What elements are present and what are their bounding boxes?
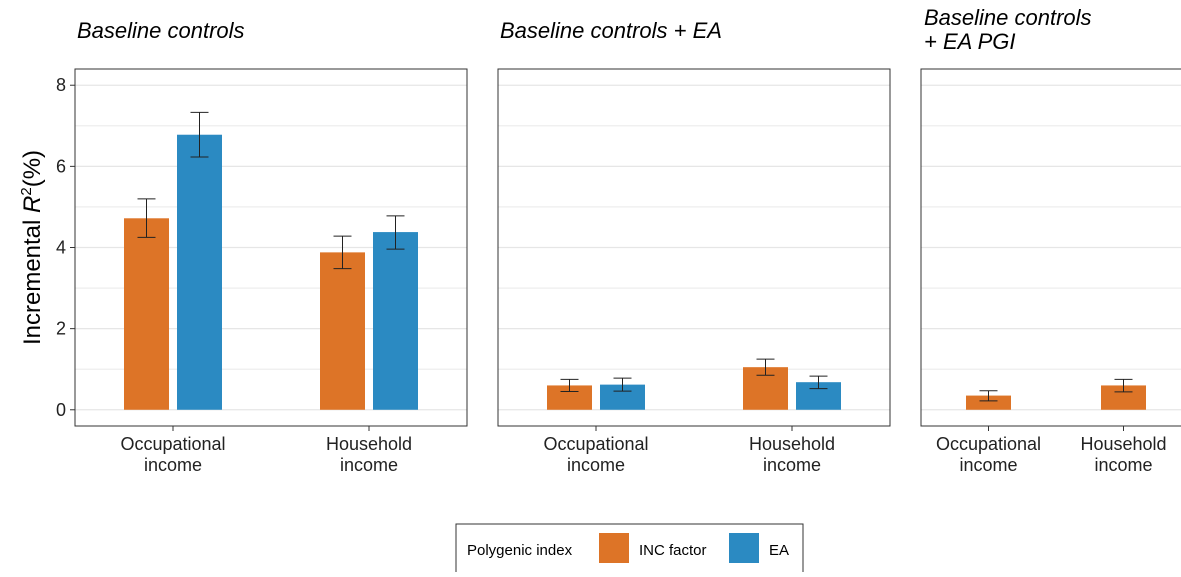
x-tick-label: income bbox=[340, 455, 398, 475]
panel-border bbox=[920, 68, 1181, 427]
error-bar bbox=[137, 198, 156, 238]
bar-inc-factor bbox=[124, 218, 169, 410]
legend: Polygenic index INC factor EA bbox=[455, 523, 804, 577]
y-tick-label: 4 bbox=[56, 238, 66, 258]
y-axis-title-sup: 2 bbox=[18, 187, 35, 195]
error-bar bbox=[190, 111, 209, 158]
error-bar bbox=[756, 358, 775, 376]
legend-title: Polygenic index bbox=[467, 542, 573, 559]
x-tick-label: income bbox=[763, 455, 821, 475]
y-tick-label: 8 bbox=[56, 75, 66, 95]
legend-label-inc-factor: INC factor bbox=[639, 542, 707, 559]
error-bar bbox=[613, 377, 632, 392]
legend-swatch-ea bbox=[729, 533, 759, 563]
panel-1: Baseline controlsOccupationalincomeHouse… bbox=[74, 18, 468, 475]
x-tick-label: Occupational bbox=[543, 434, 648, 454]
x-tick-label: income bbox=[1094, 455, 1152, 475]
gridlines bbox=[921, 84, 1181, 411]
legend-label-ea: EA bbox=[769, 542, 789, 559]
y-tick-label: 0 bbox=[56, 400, 66, 420]
y-axis-title-suffix: (%) bbox=[19, 150, 46, 187]
bar-inc-factor bbox=[320, 252, 365, 410]
y-axis-title-var: R bbox=[19, 196, 46, 213]
error-bar bbox=[386, 215, 405, 250]
legend-swatch-inc-factor bbox=[599, 533, 629, 563]
x-tick-label: Household bbox=[749, 434, 835, 454]
error-bar bbox=[333, 235, 352, 270]
x-tick-label: income bbox=[144, 455, 202, 475]
error-bar bbox=[979, 390, 998, 402]
panel-title: Baseline controls bbox=[924, 5, 1092, 30]
panel-title: Baseline controls + EA bbox=[500, 18, 722, 43]
panel-2: Baseline controls + EAOccupationalincome… bbox=[497, 18, 891, 475]
x-tick-label: Household bbox=[326, 434, 412, 454]
gridlines bbox=[498, 84, 890, 411]
y-axis-title-prefix: Incremental bbox=[19, 213, 46, 345]
y-axis-title: Incremental R2(%) bbox=[18, 150, 46, 345]
error-bar bbox=[560, 378, 579, 393]
bar-ea bbox=[177, 134, 222, 410]
panel-title: Baseline controls bbox=[77, 18, 245, 43]
error-bar bbox=[1114, 378, 1133, 393]
error-bar bbox=[809, 375, 828, 390]
x-tick-label: Occupational bbox=[936, 434, 1041, 454]
x-tick-label: Household bbox=[1080, 434, 1166, 454]
x-tick-label: income bbox=[567, 455, 625, 475]
panel-title: + EA PGI bbox=[924, 29, 1016, 54]
y-tick-label: 2 bbox=[56, 319, 66, 339]
x-tick-label: Occupational bbox=[120, 434, 225, 454]
y-tick-label: 6 bbox=[56, 156, 66, 176]
panel-border bbox=[497, 68, 891, 427]
panel-3: Baseline controls+ EA PGIOccupationalinc… bbox=[920, 5, 1181, 475]
bar-inc-factor bbox=[966, 395, 1011, 410]
bar-ea bbox=[373, 232, 418, 410]
x-tick-label: income bbox=[959, 455, 1017, 475]
